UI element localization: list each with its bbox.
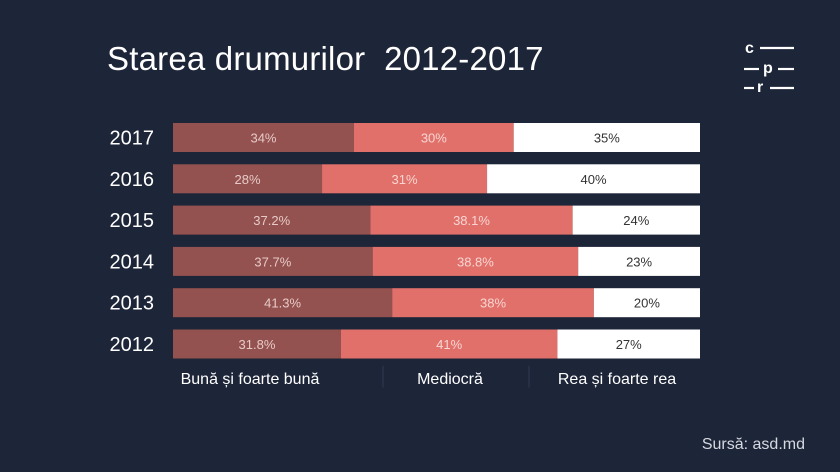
bar-segment-rea [513, 123, 700, 152]
year-label: 2017 [110, 128, 155, 150]
data-label: 38.1% [453, 213, 490, 228]
data-label: 23% [626, 254, 652, 269]
legend-item: Bună și foarte bună [181, 371, 320, 388]
year-label: 2014 [110, 251, 155, 273]
logo-letter-c: c [745, 40, 754, 57]
bar-segment-rea [557, 329, 700, 359]
data-label: 37.2% [253, 213, 290, 228]
chart-title: Starea drumurilor 2012-2017 [107, 40, 544, 77]
year-label: 2015 [110, 210, 155, 232]
data-label: 28% [235, 172, 261, 187]
data-label: 38% [480, 296, 506, 311]
bar-segment-rea [487, 164, 700, 194]
data-label: 38.8% [457, 254, 494, 269]
bar-segment-mediocra [372, 246, 579, 276]
bar-segment-rea [593, 288, 700, 318]
data-label: 41% [436, 337, 462, 352]
data-label: 31% [392, 172, 418, 187]
year-label: 2013 [110, 293, 155, 315]
data-label: 35% [594, 131, 620, 146]
year-label: 2016 [110, 169, 155, 191]
bar-segment-mediocra [340, 329, 558, 359]
bar-segment-mediocra [322, 164, 488, 194]
logo-letter-r: r [757, 79, 763, 94]
bar-segment-buna [173, 123, 354, 152]
bar-segment-buna [173, 288, 393, 318]
data-label: 27% [616, 337, 642, 352]
bar-segment-buna [173, 164, 323, 194]
data-label: 34% [250, 131, 276, 146]
legend-item: Mediocră [417, 371, 483, 388]
data-label: 40% [581, 172, 607, 187]
bar-segment-buna [173, 246, 373, 276]
bar-segment-buna [173, 205, 371, 235]
data-label: 41.3% [264, 296, 301, 311]
data-label: 37.7% [254, 254, 291, 269]
bar-segment-rea [572, 205, 700, 235]
source-note: Sursă: asd.md [701, 436, 805, 453]
data-label: 30% [421, 131, 447, 146]
data-label: 24% [623, 213, 649, 228]
logo-letter-p: p [763, 60, 773, 77]
data-label: 20% [634, 296, 660, 311]
bar-segment-rea [578, 246, 700, 276]
legend-item: Rea și foarte rea [558, 371, 676, 388]
bar-segment-buna [173, 329, 341, 359]
data-label: 31.8% [239, 337, 276, 352]
year-label: 2012 [110, 334, 155, 356]
bar-segment-mediocra [353, 123, 514, 152]
cpr-logo: c p r [744, 40, 794, 94]
bar-segment-mediocra [370, 205, 573, 235]
bar-segment-mediocra [392, 288, 594, 318]
